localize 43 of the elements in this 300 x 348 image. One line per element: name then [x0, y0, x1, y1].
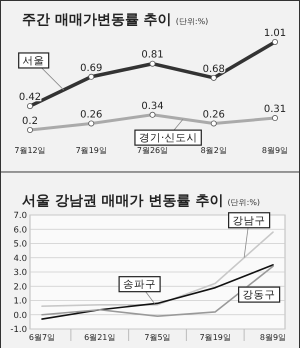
y-tick-label: 0.0	[13, 310, 27, 321]
chart-subtitle: (단위:%)	[176, 17, 208, 26]
chart-title: 주간 매매가변동률 추이	[22, 12, 172, 28]
data-label: 0.42	[18, 92, 42, 104]
point	[272, 39, 278, 45]
text: 서울	[22, 54, 45, 67]
x-tick-label: 6월7일	[28, 333, 56, 342]
data-label: 0.81	[141, 50, 164, 61]
y-tick-label: 2.0	[13, 282, 27, 292]
series-label: 경기·신도시	[138, 132, 198, 144]
series-label: 강남구	[232, 214, 266, 227]
data-label: 1.01	[264, 28, 286, 39]
x-tick-label: 8월2일	[200, 146, 227, 155]
series-label: 송파구	[123, 278, 156, 291]
y-tick-label: 5.0	[13, 240, 27, 250]
x-tick-label: 7월19일	[200, 333, 231, 342]
data-label: 0.34	[141, 100, 164, 112]
x-tick-label: 7월19일	[76, 146, 107, 155]
x-tick-label: 8월9일	[262, 146, 288, 155]
point	[150, 60, 156, 67]
y-tick-label: -1.0	[10, 325, 27, 335]
point	[27, 103, 33, 110]
point	[210, 74, 217, 81]
y-tick-label: 3.0	[13, 268, 27, 278]
data-label: 0.31	[264, 104, 286, 116]
x-tick-label: 8월9일	[260, 333, 286, 342]
y-tick-label: 4.0	[13, 254, 27, 264]
chart-title: 서울 강남권 매매가 변동률 추이	[22, 193, 224, 209]
chart-subtitle: (단위:%)	[228, 198, 260, 207]
data-label: 0.26	[80, 109, 102, 120]
data-label: 0.2	[22, 116, 38, 127]
x-tick-label: 7월26일	[136, 146, 168, 155]
x-tick-label: 7월12일	[14, 146, 46, 155]
x-tick-label: 7월5일	[144, 333, 171, 342]
x-tick-label: 6월21일	[84, 333, 116, 342]
data-label: 0.68	[202, 64, 225, 75]
data-label: 0.69	[80, 62, 102, 74]
point	[88, 74, 94, 80]
y-tick-label: 1.0	[13, 296, 27, 306]
data-label: 0.26	[202, 109, 225, 120]
series-label: 강동구	[242, 289, 276, 302]
y-tick-label: 7.0	[13, 211, 27, 221]
y-tick-label: 6.0	[13, 225, 27, 236]
